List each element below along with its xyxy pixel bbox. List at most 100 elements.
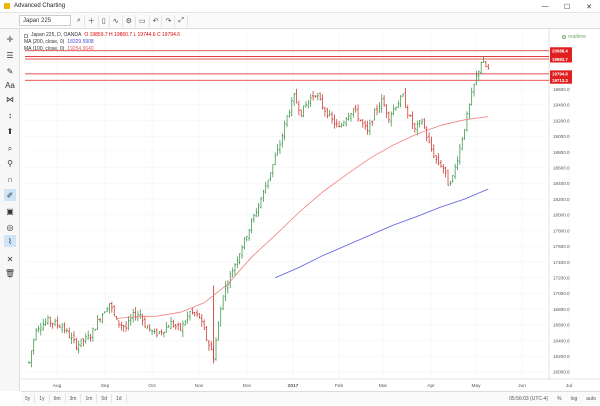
crosshair-icon[interactable]: ✛	[6, 34, 14, 44]
y-tick-label: 19600.0	[553, 87, 570, 92]
range-1y[interactable]: 1y	[35, 394, 50, 403]
drawing-tools-sidebar: ✛ ☰ ✎ Aa ⋈ ↕ ⬆ ⌕ ⚲ ∩ ✐ ▣ ◎ ⌇ ✕ 🗑	[0, 29, 20, 391]
y-tick-label: 16400.0	[553, 338, 570, 343]
trash-icon[interactable]: 🗑	[4, 268, 16, 278]
menu-icon[interactable]: ☰	[6, 50, 14, 60]
log-toggle[interactable]: log	[570, 396, 578, 402]
y-tick-label: 18600.0	[553, 165, 570, 170]
pattern-icon[interactable]: ⋈	[6, 94, 14, 104]
tag-icon[interactable]: ⌇	[4, 235, 16, 247]
symbol-search-input[interactable]: Japan 225	[19, 15, 71, 26]
price-tag	[550, 70, 572, 78]
x-tick-label: Dec	[243, 383, 252, 389]
y-tick-label: 17200.0	[553, 275, 570, 280]
add-symbol-icon[interactable]: ＋	[85, 14, 99, 27]
y-tick-label: 19000.0	[553, 134, 570, 139]
y-tick-label: 17800.0	[553, 228, 570, 233]
y-tick-label: 16800.0	[553, 307, 570, 312]
y-tick-label: 18800.0	[553, 150, 570, 155]
moving-averages	[116, 116, 489, 319]
lock-icon[interactable]: ▣	[6, 206, 14, 216]
arrow-up-icon[interactable]: ⬆	[6, 126, 14, 136]
y-tick-label: 17000.0	[553, 291, 570, 296]
x-tick-label: Oct	[148, 383, 156, 389]
range-3m[interactable]: 3m	[66, 394, 82, 403]
draw-mode-icon[interactable]: ✐	[4, 189, 16, 201]
legend-toggle-icon[interactable]	[24, 33, 28, 38]
bottom-right-controls: 05:56:03 (UTC-4) % log auto	[509, 392, 596, 406]
legend-ma200-row[interactable]: MA (200, close, 0) 18329.5908	[24, 39, 180, 46]
y-tick-label: 16200.0	[553, 354, 570, 359]
range-1m[interactable]: 1m	[81, 394, 98, 403]
realtime-dot-icon	[562, 35, 567, 39]
price-tag	[550, 76, 572, 84]
legend-main-row[interactable]: Japan 225, D, OANDA O 19859.7 H 19860.7 …	[24, 32, 180, 39]
y-axis-labels: 20000.019800.019600.019400.019200.019000…	[553, 56, 570, 375]
y-tick-label: 16000.0	[553, 370, 570, 375]
range-5y[interactable]: 5y	[21, 394, 36, 403]
minimize-button[interactable]: —	[541, 3, 549, 10]
close-button[interactable]: ✕	[586, 3, 592, 11]
search-icon[interactable]: ⌕	[74, 14, 85, 27]
price-chart[interactable]: Aug Sep Oct Nov Dec 2017 Feb Mar Apr May Jun Jul 20…	[21, 29, 600, 391]
legend-ma200-name: MA (200, close, 0)	[24, 39, 65, 45]
undo-icon[interactable]: ↶	[150, 14, 163, 27]
legend-ma100-row[interactable]: MA (100, close, 0) 19254.9640	[24, 46, 180, 53]
y-tick-label: 18400.0	[553, 181, 570, 186]
auto-toggle[interactable]: auto	[586, 396, 596, 402]
price-tag-label: 19713.3	[552, 78, 568, 83]
x-tick-label: Feb	[335, 383, 344, 389]
bottom-bar: 5y 1y 6m 3m 1m 5d 1d 05:56:03 (UTC-4) % …	[21, 391, 600, 405]
settings-icon[interactable]: ⚙	[123, 14, 136, 27]
chart-type-icon[interactable]: ▯	[99, 14, 110, 27]
percent-toggle[interactable]: %	[557, 396, 562, 402]
price-tag-label: 20088.4	[552, 49, 568, 54]
app-logo-icon	[4, 3, 10, 9]
ma200-line	[275, 188, 489, 279]
range-5d[interactable]: 5d	[97, 394, 112, 403]
clock-time: 05:56:03 (UTC-4)	[509, 396, 549, 402]
realtime-label: realtime	[568, 34, 586, 40]
chart-canvas[interactable]: Aug Sep Oct Nov Dec 2017 Feb Mar Apr May Jun Jul 20…	[21, 29, 600, 391]
legend-ma100-name: MA (100, close, 0)	[24, 46, 65, 52]
symbol-text: Japan 225	[23, 17, 52, 24]
maximize-button[interactable]: ☐	[563, 3, 571, 11]
remove-tools-icon[interactable]: ✕	[6, 254, 14, 264]
visibility-icon[interactable]: ◎	[6, 222, 14, 232]
magnet-icon[interactable]: ∩	[7, 174, 13, 184]
x-tick-label: Nov	[195, 383, 204, 389]
chart-toolbar: Japan 225 ⌕ ＋ ▯ ∿ ⚙ ▭ ↶ ↷ ⤢	[0, 13, 600, 29]
realtime-indicator: realtime	[562, 34, 586, 40]
x-tick-label: Aug	[53, 383, 62, 389]
pin-icon[interactable]: ⚲	[7, 158, 13, 168]
x-tick-label: Jul	[566, 383, 572, 389]
x-tick-label: Mar	[379, 383, 388, 389]
chart-grid	[21, 29, 600, 380]
range-1d[interactable]: 1d	[112, 394, 127, 403]
range-6m[interactable]: 6m	[50, 394, 66, 403]
x-tick-label: May	[471, 383, 481, 389]
zoom-icon[interactable]: ⌕	[7, 144, 13, 153]
price-tag-label: 19983.7	[552, 57, 568, 62]
x-tick-label: Jun	[518, 383, 526, 389]
x-axis-labels: Aug Sep Oct Nov Dec 2017 Feb Mar Apr May Jun Jul	[53, 383, 572, 389]
x-tick-label: Sep	[101, 383, 110, 389]
brush-icon[interactable]: ✎	[6, 66, 14, 76]
chart-legend: Japan 225, D, OANDA O 19859.7 H 19860.7 …	[24, 32, 180, 53]
measure-icon[interactable]: ↕	[8, 110, 12, 120]
candles	[28, 56, 490, 368]
save-icon[interactable]: ▭	[136, 14, 150, 27]
text-tool-icon[interactable]: Aa	[5, 80, 15, 90]
redo-icon[interactable]: ↷	[162, 14, 176, 27]
window-title: Advanced Charting	[14, 3, 66, 9]
y-tick-label: 18000.0	[553, 213, 570, 218]
x-tick-label: Apr	[427, 383, 435, 389]
price-tag-label: 19794.6	[552, 72, 568, 77]
y-tick-label: 17600.0	[553, 244, 570, 249]
indicators-icon[interactable]: ∿	[110, 14, 123, 27]
y-tick-label: 17400.0	[553, 260, 570, 265]
fullscreen-icon[interactable]: ⤢	[175, 14, 188, 27]
legend-ma100-value: 19254.9640	[67, 46, 94, 52]
y-tick-label: 16600.0	[553, 323, 570, 328]
